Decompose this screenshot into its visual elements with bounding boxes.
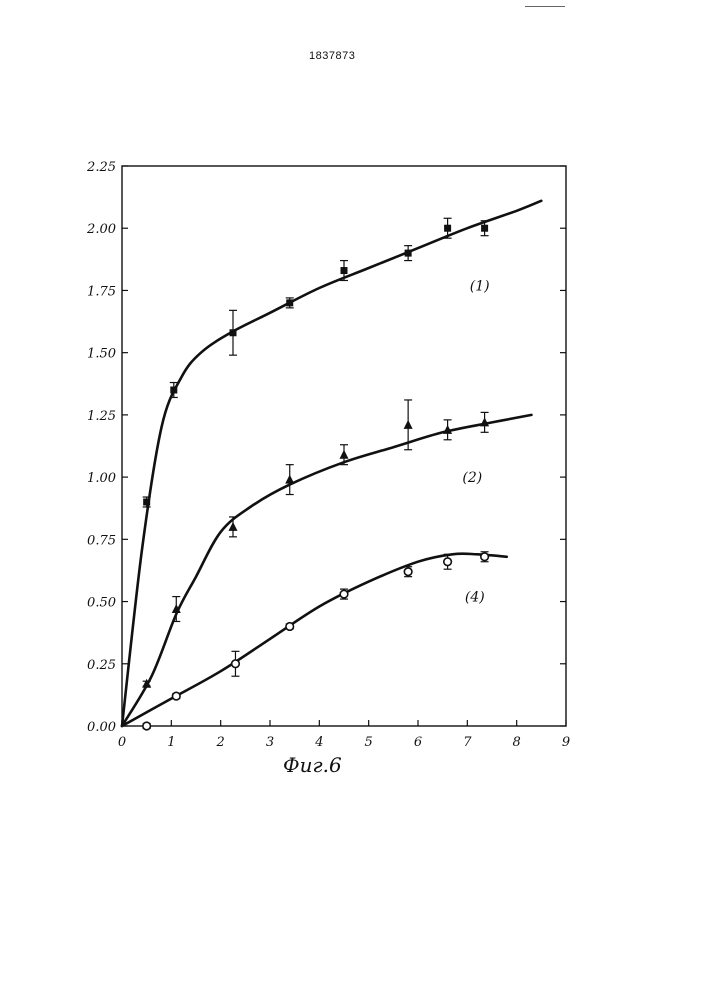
- data-point-triangle: [340, 450, 349, 459]
- x-tick-label: 0: [118, 735, 126, 750]
- data-point-square: [444, 225, 451, 232]
- data-point-square: [230, 329, 237, 336]
- data-point-square: [170, 387, 177, 394]
- x-tick-label: 9: [562, 735, 570, 750]
- data-point-triangle: [285, 475, 294, 484]
- x-tick-label: 1: [167, 735, 175, 750]
- data-point-circle: [340, 590, 348, 598]
- data-point-square: [341, 267, 348, 274]
- data-point-circle: [232, 660, 240, 668]
- x-tick-label: 6: [414, 735, 422, 750]
- x-tick-label: 3: [266, 735, 274, 750]
- series-curve-2: [122, 415, 532, 726]
- data-point-circle: [143, 722, 151, 730]
- data-point-square: [286, 299, 293, 306]
- data-point-circle: [286, 623, 294, 631]
- series-label-1: (1): [470, 278, 490, 294]
- data-point-circle: [444, 558, 452, 566]
- y-tick-label: 0.75: [87, 533, 116, 548]
- data-point-circle: [481, 553, 489, 561]
- x-tick-label: 2: [216, 735, 225, 750]
- x-tick-label: 5: [365, 735, 373, 750]
- data-point-square: [143, 499, 150, 506]
- y-tick-label: 1.00: [87, 471, 116, 486]
- y-tick-label: 1.50: [87, 347, 116, 362]
- x-tick-label: 7: [463, 735, 472, 750]
- data-point-triangle: [480, 417, 489, 426]
- y-tick-label: 2.25: [86, 160, 116, 175]
- x-tick-label: 8: [513, 735, 521, 750]
- figure-caption: Фиг.6: [283, 753, 342, 777]
- data-point-circle: [404, 568, 412, 576]
- y-tick-label: 0.00: [87, 720, 116, 735]
- y-tick-label: 0.25: [87, 658, 116, 673]
- series-curve-3: [122, 554, 507, 726]
- data-point-triangle: [404, 420, 413, 429]
- y-tick-label: 2.00: [86, 222, 116, 237]
- y-tick-label: 1.75: [87, 284, 116, 299]
- series-label-2: (2): [462, 470, 482, 486]
- data-point-square: [405, 250, 412, 257]
- series-label-3: (4): [465, 590, 485, 606]
- x-tick-label: 4: [314, 735, 323, 750]
- data-point-square: [481, 225, 488, 232]
- y-tick-label: 0.50: [87, 596, 116, 611]
- y-tick-label: 1.25: [87, 409, 116, 424]
- data-point-circle: [172, 692, 180, 700]
